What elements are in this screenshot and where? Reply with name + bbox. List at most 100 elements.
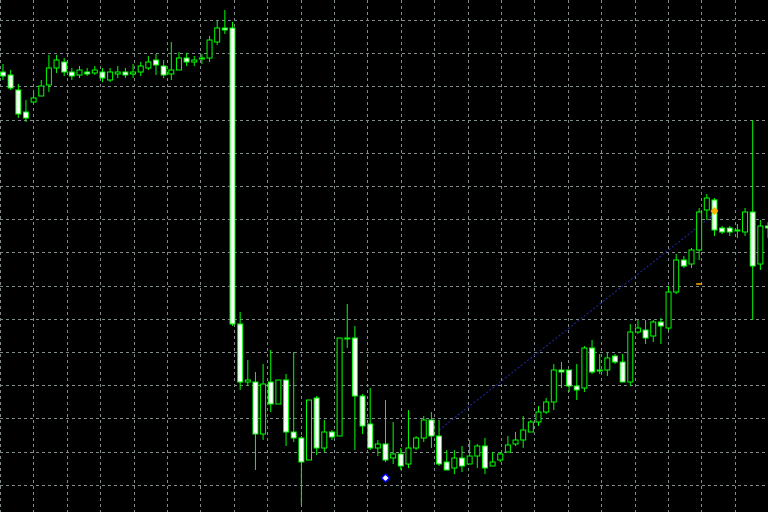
- candle-bearish: [428, 419, 435, 437]
- candle-bullish: [38, 85, 45, 97]
- candle-bearish: [252, 381, 259, 435]
- candle-bearish: [459, 457, 465, 467]
- candle-bearish: [367, 423, 374, 449]
- candle-bullish: [627, 331, 634, 383]
- candle-bullish: [145, 61, 152, 69]
- candle-bullish: [696, 211, 703, 251]
- candle-bearish: [122, 71, 129, 76]
- candle-bearish: [351, 337, 358, 397]
- candle-bullish: [596, 369, 603, 372]
- candle-bullish: [191, 59, 198, 63]
- candle-bullish: [175, 57, 182, 71]
- candle-bullish: [688, 249, 695, 265]
- candle-bullish: [275, 379, 282, 405]
- candle-bullish: [214, 27, 221, 43]
- candle-bearish: [160, 65, 167, 76]
- candle-bullish: [535, 411, 542, 423]
- candle-bearish: [183, 57, 190, 63]
- candle-bearish: [619, 361, 626, 383]
- candle-bullish: [650, 321, 657, 337]
- candle-bullish: [168, 69, 175, 75]
- candle-bearish: [726, 227, 733, 233]
- candle-bearish: [558, 369, 565, 373]
- candle-bearish: [719, 227, 726, 233]
- candle-bullish: [390, 453, 397, 459]
- candle-bullish: [520, 429, 527, 441]
- candle-bullish: [91, 69, 98, 74]
- candle-bullish: [604, 357, 611, 371]
- candle-bearish: [359, 395, 366, 427]
- candle-bearish: [84, 71, 91, 75]
- candle-bearish: [573, 385, 580, 391]
- candle-bullish: [757, 225, 764, 265]
- candle-bullish: [581, 347, 588, 389]
- candle-bullish: [53, 59, 60, 69]
- candle-bearish: [237, 323, 244, 383]
- candle-bullish: [130, 71, 137, 75]
- candle-bullish: [703, 197, 710, 211]
- candle-bearish: [589, 347, 596, 373]
- candle-bearish: [642, 329, 649, 339]
- candle-bearish: [612, 355, 618, 363]
- candle-bearish: [153, 59, 159, 66]
- candle-bearish: [436, 435, 443, 465]
- candle-bullish: [673, 259, 680, 293]
- candle-bearish: [68, 71, 75, 77]
- candle-bearish: [443, 461, 450, 471]
- candle-bullish: [374, 443, 381, 449]
- candle-bullish: [489, 461, 496, 467]
- candle-bullish: [734, 229, 741, 232]
- candle-bullish: [451, 457, 458, 469]
- candle-bearish: [283, 379, 290, 433]
- candle-bearish: [680, 259, 687, 267]
- candle-bullish: [336, 337, 343, 437]
- candle-bearish: [765, 225, 768, 229]
- candle-bullish: [260, 383, 267, 435]
- candle-bearish: [481, 445, 488, 469]
- candle-bullish: [45, 67, 52, 86]
- candle-bullish: [527, 421, 534, 433]
- candle-bearish: [657, 321, 664, 327]
- candle-bearish: [298, 437, 305, 463]
- candle-bullish: [30, 97, 37, 103]
- candle-bullish: [512, 439, 519, 445]
- buy-arrow-icon[interactable]: [710, 207, 719, 215]
- candle-bullish: [550, 369, 557, 403]
- candle-bullish: [114, 71, 121, 75]
- candle-bullish: [665, 291, 672, 329]
- candle-bearish: [382, 443, 389, 461]
- candle-bullish: [321, 431, 328, 449]
- candle-bearish: [290, 431, 297, 439]
- candle-bullish: [504, 444, 511, 453]
- candle-bearish: [229, 27, 236, 325]
- candle-bullish: [206, 39, 213, 59]
- sell-arrow-icon[interactable]: [380, 472, 391, 484]
- candle-bearish: [328, 431, 335, 438]
- candle-bearish: [15, 89, 22, 115]
- markers-layer: [380, 207, 719, 484]
- candle-bullish: [474, 445, 481, 457]
- candle-bullish: [306, 399, 312, 461]
- candle-bullish: [497, 453, 504, 461]
- candle-bearish: [7, 74, 14, 89]
- candle-bearish: [61, 61, 68, 73]
- candle-bullish: [413, 437, 420, 449]
- candle-bullish: [76, 69, 83, 76]
- candle-bullish: [466, 455, 473, 465]
- candle-bullish: [198, 57, 205, 60]
- candle-bullish: [405, 447, 412, 465]
- candle-bearish: [267, 381, 274, 405]
- candle-bullish: [244, 379, 251, 383]
- candle-bearish: [397, 453, 404, 467]
- candle-bullish: [543, 401, 550, 413]
- candle-bullish: [634, 327, 641, 333]
- candle-bearish: [566, 369, 573, 387]
- candle-bearish: [99, 71, 106, 79]
- candle-bullish: [137, 65, 144, 73]
- candle-bearish: [313, 397, 320, 449]
- candle-bullish: [420, 419, 427, 439]
- candle-bullish: [742, 211, 749, 233]
